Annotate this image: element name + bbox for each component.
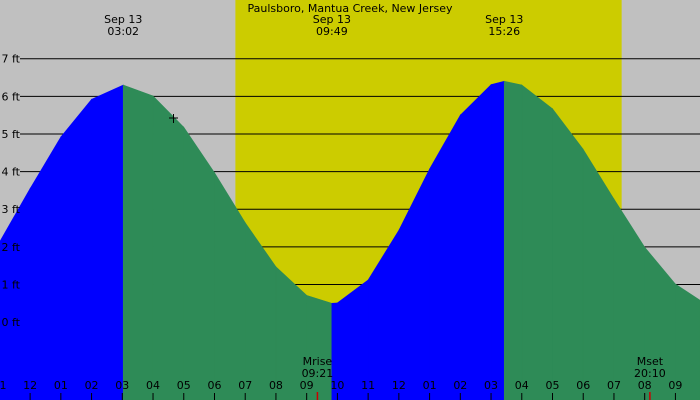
x-tick-label: 05 (546, 379, 560, 392)
x-tick-label: 02 (453, 379, 467, 392)
x-tick-label: 12 (392, 379, 406, 392)
x-tick-label: 05 (177, 379, 191, 392)
y-tick-label: 5 ft (2, 128, 21, 141)
x-tick-label: 11 (361, 379, 375, 392)
x-tick-label: 02 (85, 379, 99, 392)
tide-area (91, 84, 124, 400)
tide-area (675, 283, 700, 400)
y-tick-label: 7 ft (2, 53, 21, 66)
tide-area (460, 83, 492, 400)
x-tick-label: 04 (146, 379, 160, 392)
event-date: Sep 13 (313, 13, 351, 26)
cursor (169, 114, 178, 123)
x-tick-label: 06 (576, 379, 590, 392)
x-tick-label: 10 (330, 379, 344, 392)
event-date: Sep 13 (104, 13, 142, 26)
tide-area (521, 84, 553, 400)
x-tick-label: 06 (207, 379, 221, 392)
x-tick-label: 03 (484, 379, 498, 392)
tide-area (183, 126, 215, 400)
tide-area (60, 98, 92, 400)
x-tick-label: 01 (423, 379, 437, 392)
x-tick-label: 09 (668, 379, 682, 392)
x-tick-label: 03 (115, 379, 129, 392)
y-tick-label: 4 ft (2, 166, 21, 179)
x-tick-label: 04 (515, 379, 529, 392)
y-tick-label: 3 ft (2, 203, 21, 216)
x-tick-label: 08 (269, 379, 283, 392)
y-tick-label: 6 ft (2, 90, 21, 103)
moon-label: Mset (637, 355, 664, 368)
x-tick-label: 1 (0, 379, 7, 392)
x-tick-label: 07 (607, 379, 621, 392)
tide-area (122, 84, 154, 400)
y-tick-label: 2 ft (2, 241, 21, 254)
x-tick-label: 12 (23, 379, 37, 392)
tide-area (552, 107, 584, 400)
y-tick-label: 1 ft (2, 278, 21, 291)
tide-area (152, 95, 185, 400)
x-tick-label: 01 (54, 379, 68, 392)
moon-label: Mrise (303, 355, 333, 368)
event-time: 15:26 (488, 25, 520, 38)
event-time: 03:02 (107, 25, 139, 38)
moon-time: 09:21 (302, 367, 334, 380)
event-time: 09:49 (316, 25, 348, 38)
y-tick-label: 0 ft (2, 316, 21, 329)
moon-time: 20:10 (634, 367, 666, 380)
chart-title: Paulsboro, Mantua Creek, New Jersey (248, 2, 453, 15)
x-tick-label: 09 (300, 379, 314, 392)
tide-area (503, 80, 523, 400)
x-tick-label: 07 (238, 379, 252, 392)
tide-area (490, 80, 505, 400)
x-tick-label: 08 (638, 379, 652, 392)
event-date: Sep 13 (485, 13, 523, 26)
